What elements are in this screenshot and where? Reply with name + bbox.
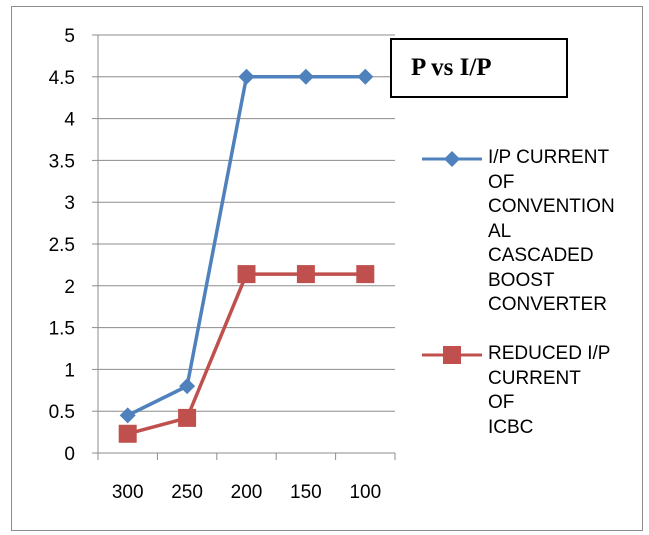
data-point-series-1 (238, 68, 255, 85)
legend-label-line: AL CASCADED (488, 220, 594, 267)
legend-label-line: I/P CURRENT (488, 147, 610, 168)
y-tick-label: 0 (64, 444, 75, 465)
data-point-series-2 (237, 265, 256, 284)
legend-label-line: REDUCED I/P (488, 343, 611, 364)
y-tick-label: 0.5 (49, 402, 75, 423)
legend-swatch-conventional (422, 151, 482, 167)
data-point-series-2 (296, 265, 315, 284)
y-tick-label: 4.5 (49, 68, 75, 89)
legend-entry-conventional: I/P CURRENT OF CONVENTION AL CASCADED BOOST C… (420, 146, 635, 315)
x-tick-label: 100 (349, 482, 381, 503)
legend-label-conventional: I/P CURRENT OF CONVENTION AL CASCADED BOOST C… (488, 146, 615, 318)
x-tick-label: 250 (171, 482, 203, 503)
legend-label-line: ICBC (488, 416, 534, 438)
y-tick-label: 2.5 (49, 235, 75, 256)
data-point-series-2 (178, 408, 197, 427)
chart-title: P vs I/P (411, 54, 492, 81)
x-tick-label: 200 (231, 482, 263, 503)
legend-swatch-icbc (422, 346, 482, 364)
series-line-1 (126, 75, 366, 417)
y-tick-label: 2 (64, 277, 75, 298)
data-point-series-2 (356, 265, 375, 284)
legend-label-line: BOOST (488, 269, 555, 291)
y-tick-label: 4 (64, 110, 75, 131)
chart-title-box: P vs I/P (390, 38, 568, 98)
legend-label-line: CONVENTION (488, 196, 615, 217)
data-point-series-1 (179, 378, 196, 395)
y-tick-label: 5 (64, 26, 75, 47)
x-tick-label: 300 (112, 482, 144, 503)
y-tick-label: 3.5 (49, 151, 75, 172)
y-tick-label: 3 (64, 193, 75, 214)
data-point-series-2 (118, 424, 137, 443)
data-point-series-1 (119, 407, 136, 424)
legend-label-line: OF (488, 171, 515, 193)
legend-label-icbc: REDUCED I/P CURRENT OF ICBC (488, 342, 612, 440)
series-line-2 (127, 272, 366, 436)
legend-entry-icbc: REDUCED I/P CURRENT OF ICBC (420, 342, 635, 438)
data-point-series-1 (357, 68, 374, 85)
data-point-series-1 (297, 68, 314, 85)
legend-label-line: CONVERTER (488, 294, 607, 315)
x-tick-label: 150 (290, 482, 322, 503)
y-tick-label: 1.5 (49, 319, 75, 340)
legend-label-line: CURRENT OF (488, 367, 581, 414)
y-tick-label: 1 (64, 360, 75, 381)
